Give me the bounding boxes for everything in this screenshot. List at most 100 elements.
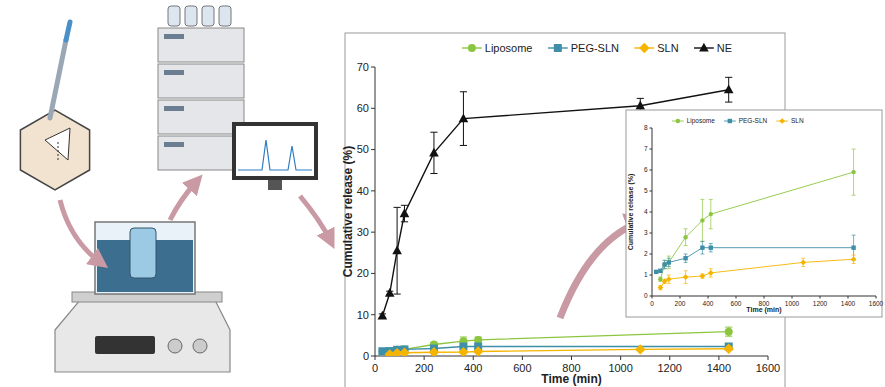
x-tick — [708, 296, 709, 299]
x-axis-label: Time (min) — [746, 306, 781, 314]
hplc-indicator — [164, 34, 184, 39]
hplc-module — [158, 64, 244, 98]
y-tick — [371, 273, 375, 274]
y-tick-label: 60 — [357, 102, 369, 114]
x-tick-label: 0 — [650, 300, 654, 307]
y-tick — [650, 149, 653, 150]
y-tick-label: 0 — [363, 350, 369, 362]
error-bar — [667, 258, 671, 266]
chart-frame — [626, 110, 882, 317]
data-point — [635, 101, 645, 110]
x-tick-label: 1600 — [756, 362, 780, 374]
data-point — [800, 260, 806, 266]
error-bar — [667, 256, 671, 269]
x-tick-label: 1400 — [841, 300, 856, 307]
x-tick-label: 1000 — [608, 362, 632, 374]
y-tick — [650, 191, 653, 192]
y-tick — [650, 233, 653, 234]
error-bar — [667, 275, 671, 283]
x-tick-label: 1000 — [785, 300, 800, 307]
y-tick-label: 0 — [644, 292, 648, 299]
hplc-indicator — [164, 106, 184, 111]
y-tick-label: 30 — [357, 226, 369, 238]
solvent-bottle — [219, 6, 231, 26]
data-point — [683, 235, 687, 239]
x-tick — [764, 296, 765, 299]
data-point — [399, 347, 409, 356]
sample-hexagon — [20, 110, 89, 190]
sample-membrane — [45, 128, 70, 160]
data-point — [392, 246, 402, 255]
x-tick-label: 200 — [675, 300, 686, 307]
legend-marker — [779, 118, 785, 124]
x-tick — [473, 356, 474, 360]
data-point — [709, 246, 713, 250]
x-tick-label: 1200 — [658, 362, 682, 374]
stirrer-body — [55, 300, 230, 372]
data-point — [378, 311, 388, 320]
legend-marker — [554, 44, 562, 52]
sample-drops — [58, 142, 59, 160]
legend-marker — [468, 44, 476, 52]
legend-label: PEG-SLN — [571, 42, 619, 54]
graphical-abstract: 0200400600800100012001400160001020304050… — [0, 0, 885, 387]
x-tick-label: 600 — [513, 362, 531, 374]
data-point — [700, 246, 704, 250]
y-tick-label: 50 — [357, 143, 369, 155]
error-bar — [700, 199, 704, 241]
x-tick — [669, 356, 670, 360]
error-bar — [684, 254, 688, 262]
y-axis-label: Cumulative release (%) — [627, 174, 635, 251]
data-point — [851, 246, 855, 250]
error-bar — [725, 327, 732, 336]
x-tick-label: 600 — [731, 300, 742, 307]
data-point — [654, 270, 658, 274]
legend-marker — [699, 43, 709, 52]
x-tick-label: 1400 — [707, 362, 731, 374]
legend-marker — [676, 119, 680, 123]
data-point — [473, 346, 483, 356]
data-point — [667, 260, 671, 264]
y-tick-label: 6 — [644, 166, 648, 173]
solvent-bottle — [185, 6, 197, 26]
data-point — [458, 347, 468, 356]
y-tick — [371, 149, 375, 150]
x-tick-label: 200 — [415, 362, 433, 374]
pipette-top — [66, 22, 70, 40]
data-point — [429, 148, 439, 157]
legend-marker — [639, 43, 649, 53]
error-bar — [709, 269, 713, 277]
monitor — [232, 122, 318, 180]
legend-label: SLN — [791, 117, 804, 124]
solvent-bottle — [168, 6, 180, 26]
flow-arrow — [300, 196, 330, 240]
x-tick — [876, 296, 877, 299]
y-tick — [650, 212, 653, 213]
stirrer-knob — [193, 339, 207, 353]
hplc-module — [158, 136, 244, 170]
y-tick-label: 8 — [644, 124, 648, 131]
x-tick-label: 1200 — [813, 300, 828, 307]
y-tick-label: 5 — [644, 187, 648, 194]
y-tick-label: 1 — [644, 271, 648, 278]
data-point — [725, 328, 733, 336]
monitor-screen — [236, 126, 314, 176]
data-point — [851, 170, 855, 174]
legend: LiposomePEG-SLNSLN — [672, 117, 804, 125]
legend-label: Liposome — [485, 42, 533, 54]
data-point — [708, 270, 714, 276]
x-tick — [424, 356, 425, 360]
error-bar — [700, 241, 704, 254]
hplc-module — [158, 100, 244, 134]
data-point — [400, 208, 410, 217]
error-bar — [801, 258, 805, 266]
data-point — [658, 269, 662, 273]
stirrer-knob — [168, 339, 182, 353]
data-point — [662, 262, 666, 266]
x-tick-label: 0 — [372, 362, 378, 374]
data-point — [666, 276, 672, 282]
plot-marks — [654, 149, 856, 290]
y-tick — [650, 275, 653, 276]
chart: 02004006008001000120014001600012345678Ti… — [626, 110, 884, 317]
x-tick-label: 1600 — [869, 300, 884, 307]
